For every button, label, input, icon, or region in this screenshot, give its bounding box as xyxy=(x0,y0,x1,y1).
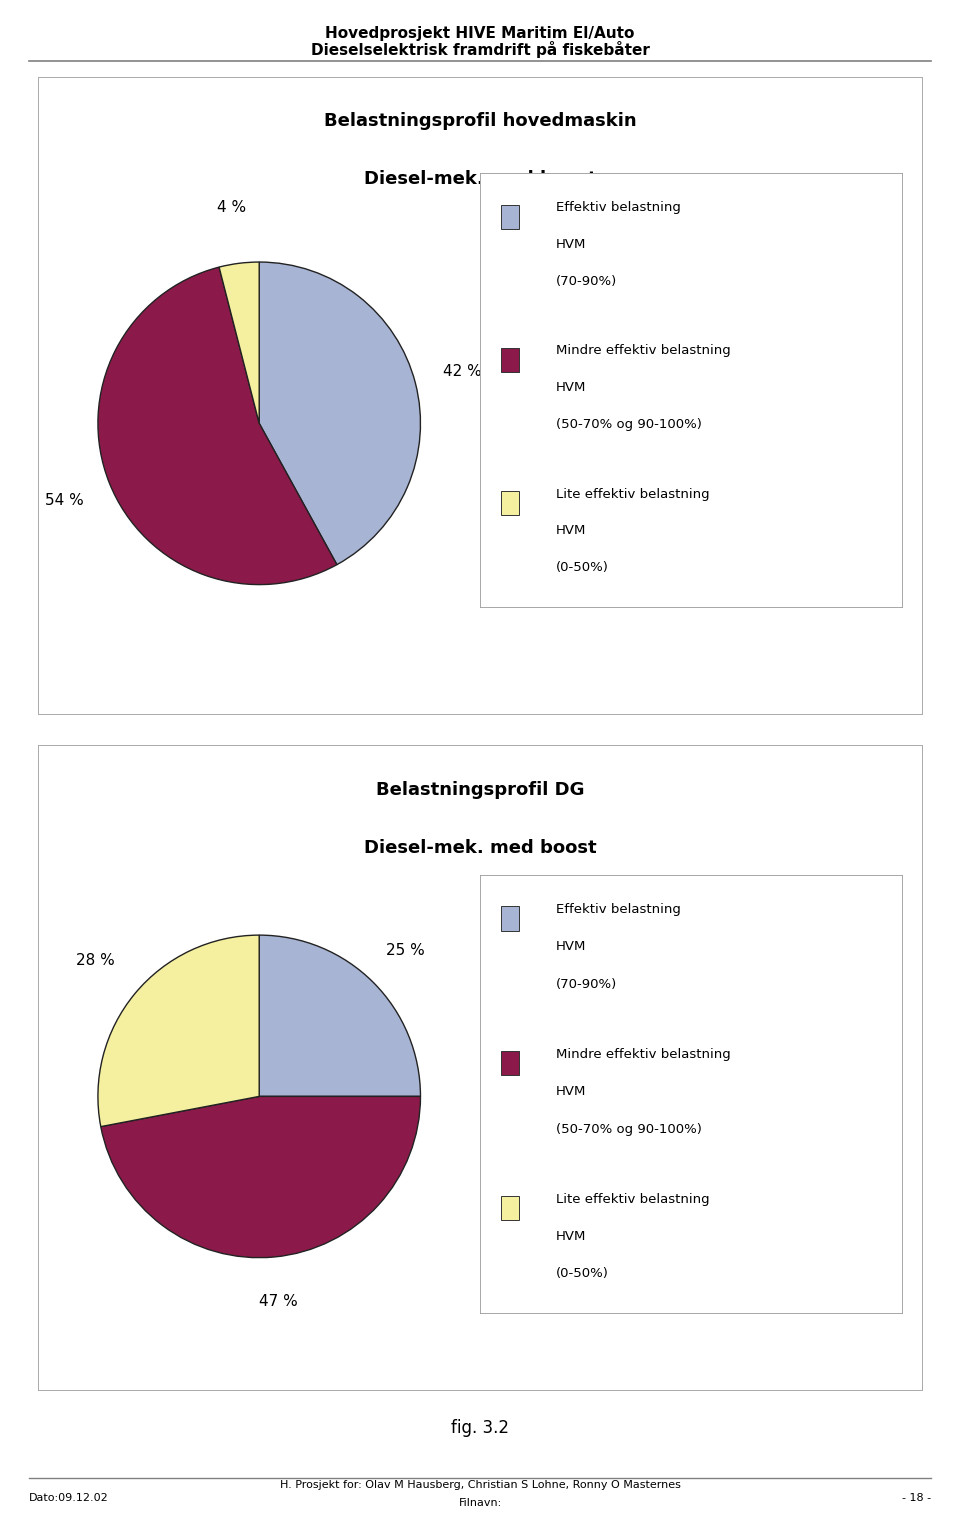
Bar xyxy=(501,1197,518,1220)
Text: Dieselselektrisk framdrift på fiskebåter: Dieselselektrisk framdrift på fiskebåter xyxy=(311,40,649,58)
Wedge shape xyxy=(101,1097,420,1258)
Text: (70-90%): (70-90%) xyxy=(556,275,617,289)
Text: 25 %: 25 % xyxy=(386,943,424,958)
Wedge shape xyxy=(219,263,259,424)
Wedge shape xyxy=(259,935,420,1097)
Text: Diesel-mek. med boost: Diesel-mek. med boost xyxy=(364,839,596,857)
Text: Diesel-mek. med boost: Diesel-mek. med boost xyxy=(364,170,596,187)
Bar xyxy=(501,906,518,931)
Text: (50-70% og 90-100%): (50-70% og 90-100%) xyxy=(556,1123,702,1135)
Bar xyxy=(501,1051,518,1075)
Text: (70-90%): (70-90%) xyxy=(556,978,617,991)
Text: Effektiv belastning: Effektiv belastning xyxy=(556,201,681,215)
Text: fig. 3.2: fig. 3.2 xyxy=(451,1419,509,1438)
Text: HVM: HVM xyxy=(556,940,587,954)
Text: - 18 -: - 18 - xyxy=(902,1493,931,1502)
Text: Hovedprosjekt HIVE Maritim El/Auto: Hovedprosjekt HIVE Maritim El/Auto xyxy=(325,26,635,41)
Wedge shape xyxy=(98,935,259,1126)
Text: H. Prosjekt for: Olav M Hausberg, Christian S Lohne, Ronny O Masternes: H. Prosjekt for: Olav M Hausberg, Christ… xyxy=(279,1479,681,1490)
Text: Mindre effektiv belastning: Mindre effektiv belastning xyxy=(556,344,731,358)
Text: HVM: HVM xyxy=(556,381,587,395)
Text: Effektiv belastning: Effektiv belastning xyxy=(556,903,681,915)
Text: (0-50%): (0-50%) xyxy=(556,1267,609,1281)
Text: Belastningsprofil DG: Belastningsprofil DG xyxy=(375,782,585,799)
Text: HVM: HVM xyxy=(556,238,587,252)
Text: Filnavn:: Filnavn: xyxy=(458,1498,502,1508)
Bar xyxy=(501,492,518,515)
Wedge shape xyxy=(259,263,420,565)
Text: HVM: HVM xyxy=(556,524,587,538)
Text: Lite effektiv belastning: Lite effektiv belastning xyxy=(556,1193,709,1206)
Text: Lite effektiv belastning: Lite effektiv belastning xyxy=(556,487,709,501)
Bar xyxy=(501,347,518,372)
Wedge shape xyxy=(98,267,337,585)
Text: Dato:09.12.02: Dato:09.12.02 xyxy=(29,1493,108,1502)
Text: 54 %: 54 % xyxy=(45,493,84,508)
Text: 28 %: 28 % xyxy=(76,954,114,968)
Bar xyxy=(501,204,518,229)
Text: Mindre effektiv belastning: Mindre effektiv belastning xyxy=(556,1048,731,1061)
Text: (50-70% og 90-100%): (50-70% og 90-100%) xyxy=(556,418,702,432)
Text: 4 %: 4 % xyxy=(217,200,247,215)
Text: Belastningsprofil hovedmaskin: Belastningsprofil hovedmaskin xyxy=(324,112,636,131)
Text: HVM: HVM xyxy=(556,1230,587,1243)
Text: HVM: HVM xyxy=(556,1086,587,1098)
Text: (0-50%): (0-50%) xyxy=(556,561,609,574)
Text: 47 %: 47 % xyxy=(259,1295,298,1309)
Text: 42 %: 42 % xyxy=(443,364,482,379)
